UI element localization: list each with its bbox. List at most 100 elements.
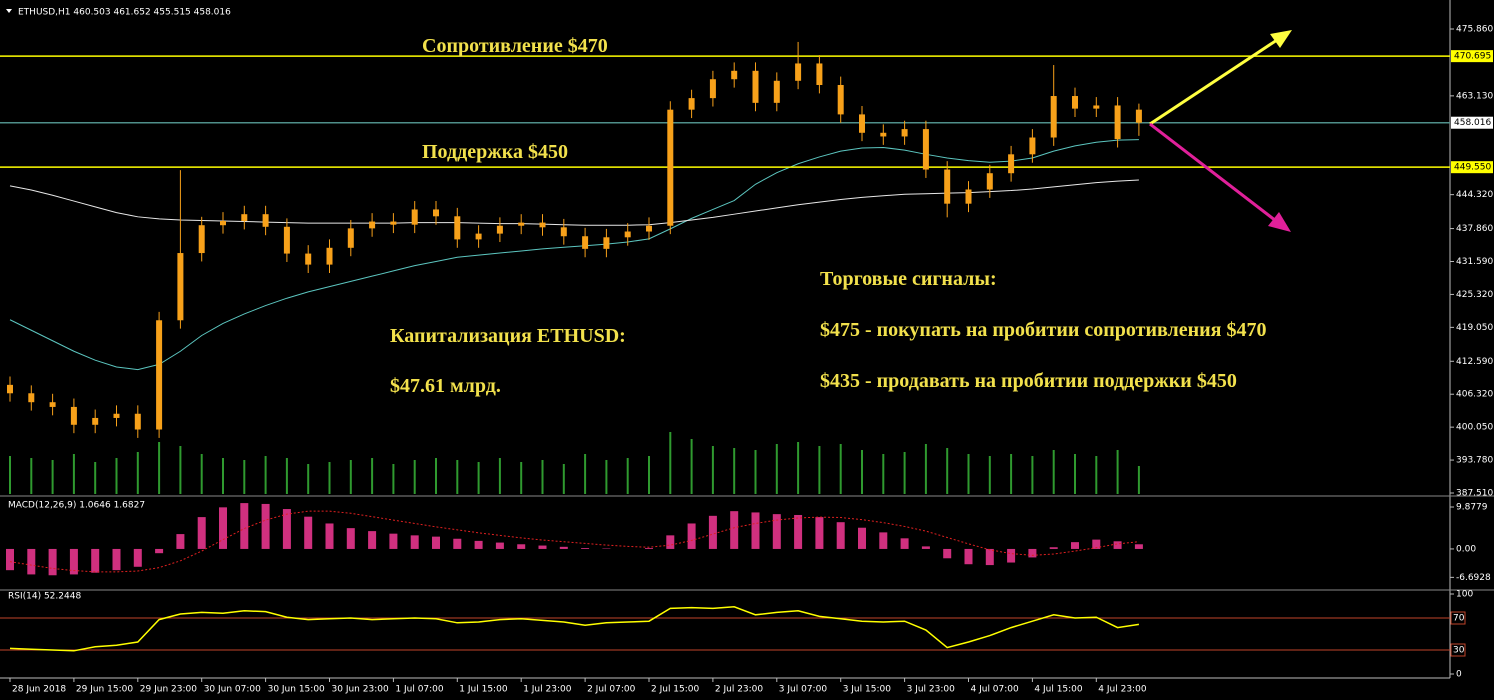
macd-bar bbox=[474, 540, 483, 549]
y-tick-label: 100 bbox=[1456, 590, 1473, 600]
candle-body bbox=[454, 216, 461, 240]
rsi-line bbox=[9, 606, 1140, 652]
macd-bar bbox=[410, 535, 419, 549]
y-tick-label: 393.780 bbox=[1456, 456, 1493, 466]
macd-bar bbox=[133, 548, 142, 567]
macd-bar bbox=[495, 542, 504, 549]
x-tick-label: 2 Jul 07:00 bbox=[587, 685, 636, 695]
annotation: $435 - продавать на пробитии поддержки $… bbox=[820, 370, 1237, 392]
volume-bar bbox=[30, 458, 33, 494]
y-tick-label: 419.050 bbox=[1456, 323, 1493, 333]
macd-bar bbox=[261, 503, 270, 549]
macd-bar bbox=[282, 509, 291, 549]
volume-bar bbox=[72, 454, 75, 494]
volume-bar bbox=[967, 454, 970, 494]
macd-bar bbox=[91, 548, 100, 573]
volume-bar bbox=[158, 442, 161, 494]
annotation: Торговые сигналы: bbox=[820, 268, 997, 290]
volume-bar bbox=[200, 454, 203, 494]
annotation: Сопротивление $470 bbox=[422, 35, 608, 57]
macd-bar bbox=[368, 531, 377, 549]
volume-bar bbox=[1095, 456, 1098, 494]
candle-body bbox=[134, 413, 141, 430]
candle-body bbox=[880, 132, 887, 137]
y-tick-label: 437.860 bbox=[1456, 224, 1493, 234]
y-tick-label: 406.320 bbox=[1456, 390, 1493, 400]
volume-bar bbox=[1031, 456, 1034, 494]
y-tick-label: -6.6928 bbox=[1456, 573, 1491, 583]
volume-bar bbox=[988, 456, 991, 494]
candle-body bbox=[7, 384, 13, 394]
x-tick-label: 1 Jul 07:00 bbox=[395, 685, 444, 695]
x-tick-label: 3 Jul 07:00 bbox=[779, 685, 828, 695]
macd-bar bbox=[517, 544, 526, 549]
macd-bar bbox=[666, 535, 675, 549]
candle-body bbox=[1072, 96, 1078, 109]
candle-body bbox=[1093, 105, 1100, 109]
macd-bar bbox=[325, 523, 334, 549]
candle-body bbox=[922, 129, 929, 170]
candle-body bbox=[603, 237, 610, 249]
candle-body bbox=[709, 79, 716, 99]
candle-body bbox=[539, 222, 546, 228]
volume-bar bbox=[222, 458, 224, 494]
x-tick-label: 4 Jul 07:00 bbox=[971, 685, 1020, 695]
volume-bar bbox=[1137, 466, 1140, 494]
macd-bar bbox=[879, 532, 888, 549]
macd-bar bbox=[943, 548, 952, 559]
moving-average bbox=[9, 179, 1139, 226]
volume-bar bbox=[839, 444, 842, 494]
y-tick-label: 387.510 bbox=[1456, 489, 1493, 499]
y-tick-label: 9.8779 bbox=[1456, 503, 1488, 513]
candle-body bbox=[965, 189, 972, 204]
level-label: 458.016 bbox=[1454, 118, 1491, 128]
candle-body bbox=[859, 114, 865, 133]
candle-body bbox=[688, 98, 695, 110]
annotation: $475 - покупать на пробитии сопротивлени… bbox=[820, 319, 1267, 341]
candle-body bbox=[731, 70, 738, 80]
level-label: 449.550 bbox=[1454, 163, 1491, 173]
annotation: Поддержка $450 bbox=[422, 141, 568, 163]
macd-bar bbox=[581, 548, 590, 549]
volume-bar bbox=[392, 464, 395, 494]
macd-bar bbox=[687, 523, 696, 549]
volume-bar bbox=[1116, 450, 1119, 494]
candle-body bbox=[1029, 137, 1036, 155]
volume-bar bbox=[520, 462, 523, 494]
candle-body bbox=[262, 214, 269, 227]
arrow-up bbox=[1149, 36, 1281, 126]
candle-body bbox=[837, 84, 844, 115]
y-tick-label: 0 bbox=[1456, 670, 1462, 680]
annotation: $47.61 млрд. bbox=[390, 375, 501, 397]
volume-bar bbox=[882, 454, 885, 494]
x-tick-label: 29 Jun 23:00 bbox=[140, 685, 197, 695]
macd-bar bbox=[751, 512, 760, 549]
level-label-bg bbox=[1451, 116, 1493, 129]
macd-title: MACD(12,26,9) 1.0646 1.6827 bbox=[8, 501, 145, 511]
macd-bar bbox=[921, 546, 930, 549]
volume-bar bbox=[541, 460, 544, 494]
candle-body bbox=[624, 231, 631, 238]
candle-body bbox=[92, 417, 99, 425]
macd-bar bbox=[1028, 548, 1037, 558]
candle-body bbox=[177, 253, 184, 321]
x-tick-label: 28 Jun 2018 bbox=[12, 685, 66, 695]
volume-bar bbox=[264, 456, 267, 494]
rsi-title: RSI(14) 52.2448 bbox=[8, 592, 81, 602]
macd-bar bbox=[772, 514, 781, 549]
macd-bar bbox=[645, 548, 653, 549]
candle-body bbox=[220, 221, 226, 226]
macd-bar bbox=[815, 517, 824, 549]
macd-bar bbox=[155, 548, 164, 554]
level-label-bg bbox=[1450, 611, 1466, 625]
macd-bar bbox=[900, 538, 909, 549]
candle-body bbox=[1135, 109, 1142, 123]
y-tick-label: 425.320 bbox=[1456, 290, 1493, 300]
candle-body bbox=[198, 225, 205, 254]
macd-bar bbox=[389, 533, 398, 549]
volume-bar bbox=[477, 462, 480, 494]
volume-bar bbox=[456, 460, 459, 494]
volume-bar bbox=[115, 458, 118, 494]
volume-bar bbox=[51, 460, 54, 494]
